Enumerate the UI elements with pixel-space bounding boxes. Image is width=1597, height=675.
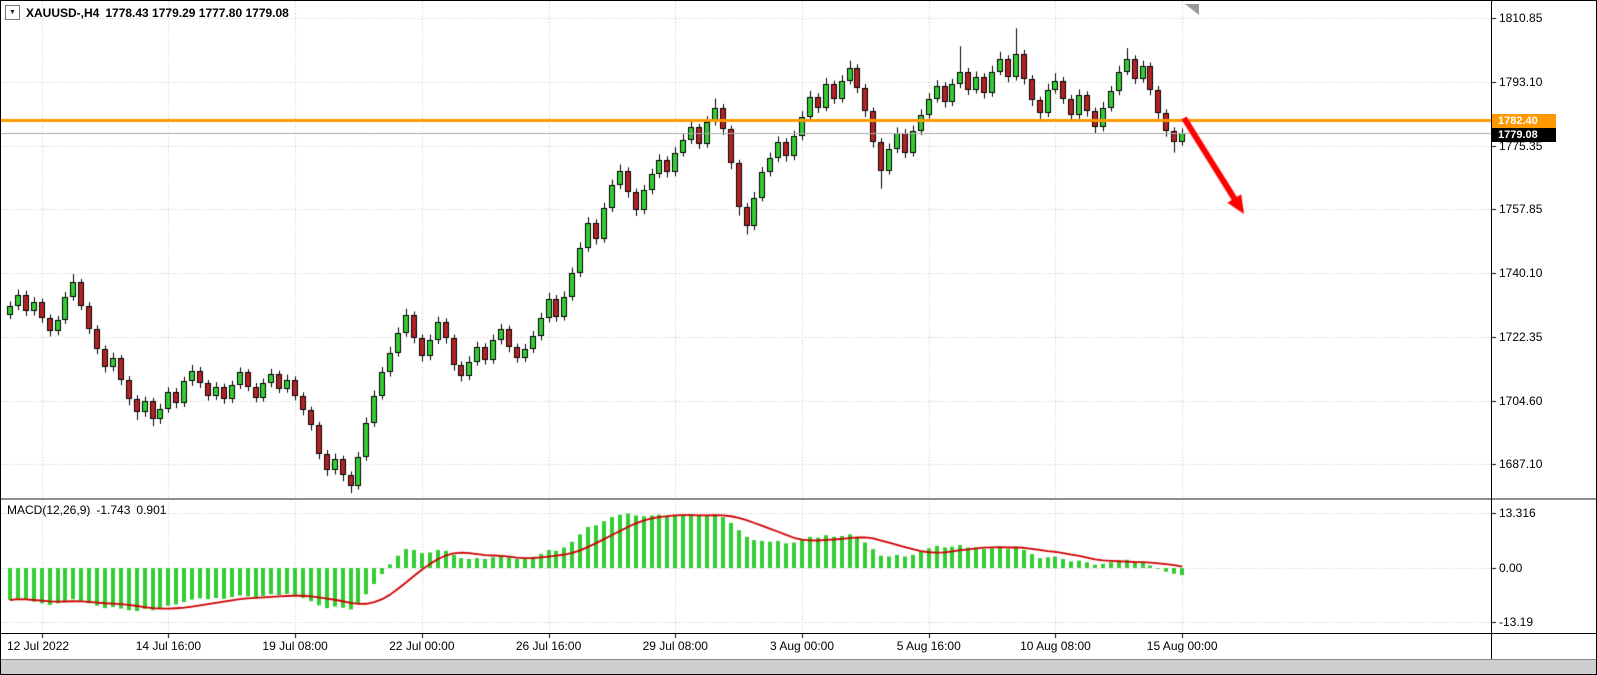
horizontal-scrollbar[interactable] <box>1 659 1596 674</box>
price-axis[interactable]: 1782.40 1779.08 1810.85 1793.10 1775.35 175… <box>1492 1 1596 633</box>
pane-separator[interactable] <box>1 498 1596 500</box>
indicator-signal-value: 0.901 <box>136 503 167 517</box>
time-label: 22 Jul 00:00 <box>389 639 455 653</box>
chart-shift-marker[interactable] <box>1185 4 1199 15</box>
time-label: 14 Jul 16:00 <box>135 639 202 653</box>
time-axis[interactable]: 12 Jul 2022 14 Jul 16:00 19 Jul 08:00 22 Ju… <box>1 634 1491 659</box>
macd-tick-label: 13.316 <box>1499 506 1536 520</box>
symbol-dropdown-button[interactable]: ▼ <box>5 5 20 20</box>
time-label: 26 Jul 16:00 <box>515 639 582 653</box>
price-tick-label: 1740.10 <box>1499 266 1543 280</box>
time-label: 19 Jul 08:00 <box>262 639 328 653</box>
price-tick-label: 1775.35 <box>1499 139 1543 153</box>
time-label: 5 Aug 16:00 <box>896 639 961 653</box>
symbol-bar: ▼ XAUUSD-,H4 1778.43 1779.29 1777.80 177… <box>5 5 289 20</box>
time-axis-border <box>1 633 1596 634</box>
price-tick-label: 1757.85 <box>1499 202 1543 216</box>
time-label: 29 Jul 08:00 <box>642 639 708 653</box>
price-axis-border <box>1491 1 1492 659</box>
price-tick-label: 1793.10 <box>1499 75 1543 89</box>
time-label: 3 Aug 00:00 <box>769 639 835 653</box>
time-label: 12 Jul 2022 <box>7 639 70 653</box>
indicator-macd-value: -1.743 <box>96 503 131 517</box>
current-price-tag: 1779.08 <box>1492 128 1556 142</box>
indicator-name: MACD(12,26,9) <box>7 503 91 517</box>
price-tick-label: 1704.60 <box>1499 394 1543 408</box>
time-label: 15 Aug 00:00 <box>1146 639 1218 653</box>
indicator-label: MACD(12,26,9) -1.743 0.901 <box>7 503 172 517</box>
time-label: 10 Aug 08:00 <box>1020 639 1091 653</box>
chart-title-symbol: XAUUSD-,H4 <box>26 5 100 20</box>
price-tick-label: 1722.35 <box>1499 330 1543 344</box>
price-tick-label: 1810.85 <box>1499 11 1543 25</box>
chevron-down-icon: ▼ <box>9 9 16 16</box>
macd-tick-label: -13.19 <box>1499 615 1534 629</box>
alert-price-tag: 1782.40 <box>1492 114 1556 128</box>
price-tick-label: 1687.10 <box>1499 457 1543 471</box>
chart-title-ohlc: 1778.43 1779.29 1777.80 1779.08 <box>105 5 289 20</box>
macd-tick-label: 0.00 <box>1499 561 1523 575</box>
